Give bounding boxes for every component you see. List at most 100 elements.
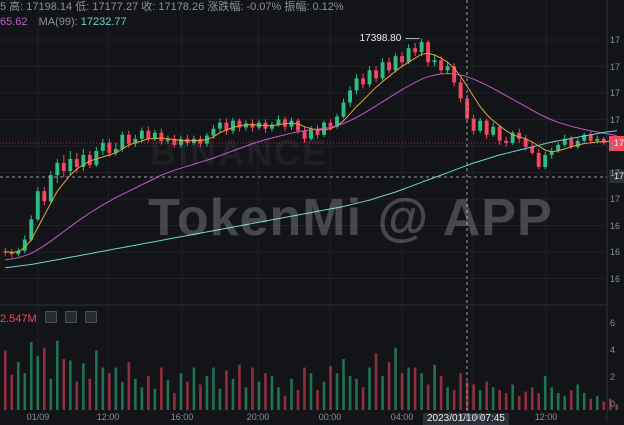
- volume-bar: [563, 395, 567, 410]
- candle-body: [230, 120, 235, 131]
- volume-bar: [179, 373, 183, 410]
- volume-bar: [316, 390, 319, 410]
- volume-bar: [355, 378, 358, 410]
- ohlc-readout: 5 高: 17198.14 低: 17177.27 收: 17178.26 涨跌…: [0, 0, 344, 14]
- candle-body: [445, 66, 450, 71]
- volume-bar: [407, 367, 410, 410]
- y-tick-label: 16: [610, 220, 621, 231]
- candle-body: [335, 116, 339, 127]
- volume-bar: [303, 367, 306, 410]
- volume-bar: [322, 381, 326, 410]
- moving-average-lines: [5, 52, 617, 269]
- x-tick-label: 16:00: [170, 412, 194, 422]
- volume-bar: [23, 373, 27, 410]
- candle-body: [588, 134, 593, 141]
- volume-bar: [62, 359, 66, 410]
- candle-body: [68, 158, 73, 172]
- candle-body: [569, 138, 574, 147]
- candle-body: [217, 122, 222, 129]
- volume-bar: [556, 393, 560, 410]
- x-tick-label: 01/09: [26, 412, 50, 422]
- volume-bar: [114, 367, 118, 410]
- candle-body: [276, 119, 281, 125]
- volume-bar: [569, 390, 573, 410]
- volume-bar: [452, 390, 456, 410]
- volume-bar: [49, 378, 53, 410]
- candle-body: [100, 142, 105, 151]
- volume-bar: [374, 353, 378, 410]
- candle-body: [87, 154, 92, 165]
- candle-body: [22, 239, 27, 251]
- volume-bar: [420, 373, 423, 410]
- candle-body: [81, 154, 86, 168]
- y-tick-label: 16: [610, 247, 621, 257]
- ohlc-text: 5 高: 17198.14 低: 17177.27 收: 17178.26 涨跌…: [0, 1, 344, 13]
- candle-body: [29, 219, 34, 240]
- candle-body: [387, 62, 392, 71]
- volume-bar: [608, 398, 612, 410]
- candle-body: [497, 126, 502, 141]
- volume-bar: [413, 367, 417, 410]
- y-tick-label: 16: [610, 273, 621, 284]
- volume-tick-label: 2: [610, 372, 616, 382]
- candle-body: [9, 252, 14, 255]
- volume-bar: [153, 388, 157, 410]
- volume-bar: [602, 401, 606, 410]
- volume-bar: [218, 388, 222, 410]
- volume-bar: [166, 380, 170, 410]
- candle-body: [237, 120, 242, 128]
- candle-body: [309, 128, 313, 139]
- volume-tick-label: 0.: [610, 399, 618, 409]
- eye-icon[interactable]: [44, 311, 57, 323]
- volume-bar: [433, 364, 436, 410]
- candle-body: [575, 140, 580, 147]
- tokenmi-watermark: TokenMi @ APP: [148, 189, 553, 247]
- volume-bar: [29, 342, 33, 410]
- volume-bar: [95, 350, 98, 410]
- binance-watermark: BINANCE: [150, 132, 329, 173]
- ma-slow-value: 17232.77: [80, 16, 127, 28]
- ma-mid-line: [5, 72, 617, 261]
- candle-body: [146, 130, 151, 139]
- volume-bar: [225, 370, 228, 410]
- volume-bar: [426, 384, 430, 410]
- volume-bar: [394, 347, 397, 410]
- volume-bar: [75, 381, 79, 410]
- volume-bar: [439, 376, 443, 410]
- candle-body: [361, 78, 365, 85]
- candle-body: [374, 70, 379, 79]
- settings-icon[interactable]: [64, 311, 77, 323]
- candle-body: [55, 162, 60, 176]
- candle-body: [413, 48, 418, 53]
- y-tick-label: 17: [610, 167, 621, 178]
- candle-body: [458, 82, 463, 99]
- candle-body: [367, 70, 372, 85]
- volume-bar: [543, 376, 547, 410]
- candle-body: [530, 146, 535, 153]
- candle-body: [471, 118, 476, 131]
- volume-bar: [205, 376, 209, 410]
- x-tick-label: 20:00: [246, 412, 270, 422]
- volume-bar: [277, 387, 280, 410]
- candle-body: [315, 128, 320, 135]
- high-price-annotation: 17398.80: [359, 32, 402, 44]
- candle-body: [16, 250, 21, 255]
- x-tick-label: 00:00: [318, 412, 342, 422]
- volume-bar: [465, 381, 469, 410]
- volume-bar: [511, 384, 514, 410]
- volume-bar: [147, 376, 150, 410]
- candle-body: [3, 251, 8, 253]
- candle-body: [74, 158, 79, 168]
- close-icon[interactable]: [84, 311, 97, 323]
- volume-bar: [589, 398, 593, 410]
- candle-body: [120, 134, 125, 149]
- volume-bar: [361, 387, 365, 410]
- volume-bar: [309, 373, 313, 410]
- candle-body: [354, 78, 359, 91]
- crosshair: [0, 0, 607, 414]
- volume-bar: [368, 367, 371, 410]
- volume-bar: [173, 393, 176, 410]
- candle-body: [562, 138, 567, 145]
